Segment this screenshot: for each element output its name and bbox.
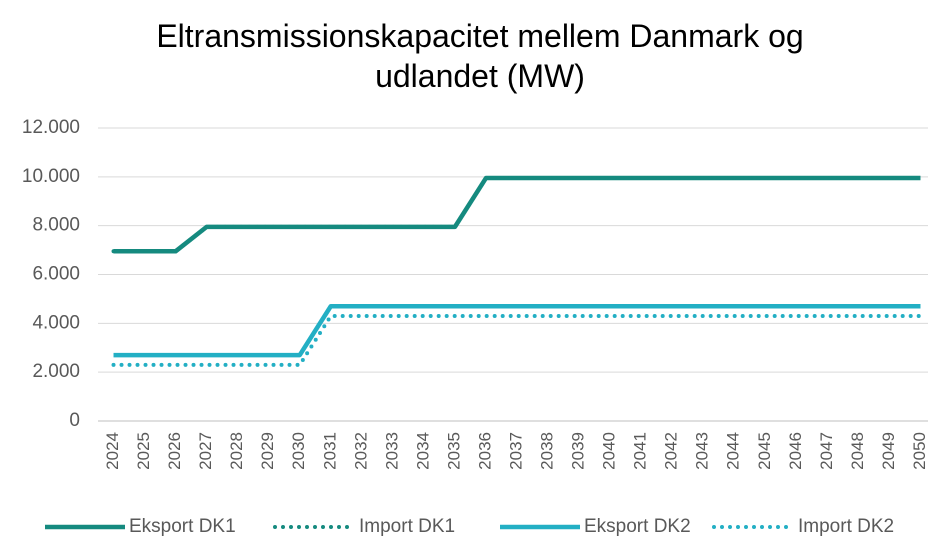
x-tick-label: 2040 <box>600 432 619 470</box>
x-tick-label: 2042 <box>662 432 681 470</box>
x-tick-label: 2044 <box>724 432 743 470</box>
series-line <box>111 314 923 367</box>
legend-label: Eksport DK1 <box>129 516 236 537</box>
x-tick-label: 2027 <box>196 432 215 470</box>
y-tick-label: 8.000 <box>32 215 80 236</box>
x-tick-label: 2029 <box>258 432 277 470</box>
x-tick-label: 2043 <box>693 432 712 470</box>
y-tick-label: 4.000 <box>32 312 80 333</box>
x-tick-label: 2048 <box>848 432 867 470</box>
x-tick-label: 2028 <box>227 432 246 470</box>
series-line <box>113 175 921 254</box>
x-tick-label: 2035 <box>444 432 463 470</box>
x-tick-label: 2024 <box>103 432 122 470</box>
x-tick-label: 2030 <box>289 432 308 470</box>
x-tick-label: 2037 <box>506 432 525 470</box>
legend-label: Import DK1 <box>359 516 455 537</box>
series-line <box>113 303 921 358</box>
chart-title: Eltransmissionskapacitet mellem Danmark … <box>156 18 804 94</box>
y-tick-label: 6.000 <box>32 264 80 285</box>
x-tick-label: 2046 <box>786 432 805 470</box>
x-tick-label: 2039 <box>569 432 588 470</box>
x-tick-label: 2025 <box>134 432 153 470</box>
series-line <box>111 176 923 254</box>
y-tick-label: 12.000 <box>22 117 80 138</box>
x-tick-label: 2045 <box>755 432 774 470</box>
legend-label: Eksport DK2 <box>584 516 691 537</box>
legend-label: Import DK2 <box>798 516 894 537</box>
y-tick-label: 0 <box>69 410 80 431</box>
x-tick-label: 2033 <box>382 432 401 470</box>
x-tick-label: 2041 <box>631 432 650 470</box>
x-tick-label: 2036 <box>475 432 494 470</box>
x-tick-label: 2047 <box>817 432 836 470</box>
x-tick-label: 2038 <box>538 432 557 470</box>
x-tick-label: 2050 <box>910 432 929 470</box>
x-tick-label: 2032 <box>351 432 370 470</box>
x-tick-label: 2031 <box>320 432 339 470</box>
y-tick-label: 2.000 <box>32 361 80 382</box>
x-tick-label: 2049 <box>879 432 898 470</box>
y-tick-label: 10.000 <box>22 166 80 187</box>
x-tick-label: 2034 <box>413 432 432 470</box>
x-tick-label: 2026 <box>165 432 184 470</box>
